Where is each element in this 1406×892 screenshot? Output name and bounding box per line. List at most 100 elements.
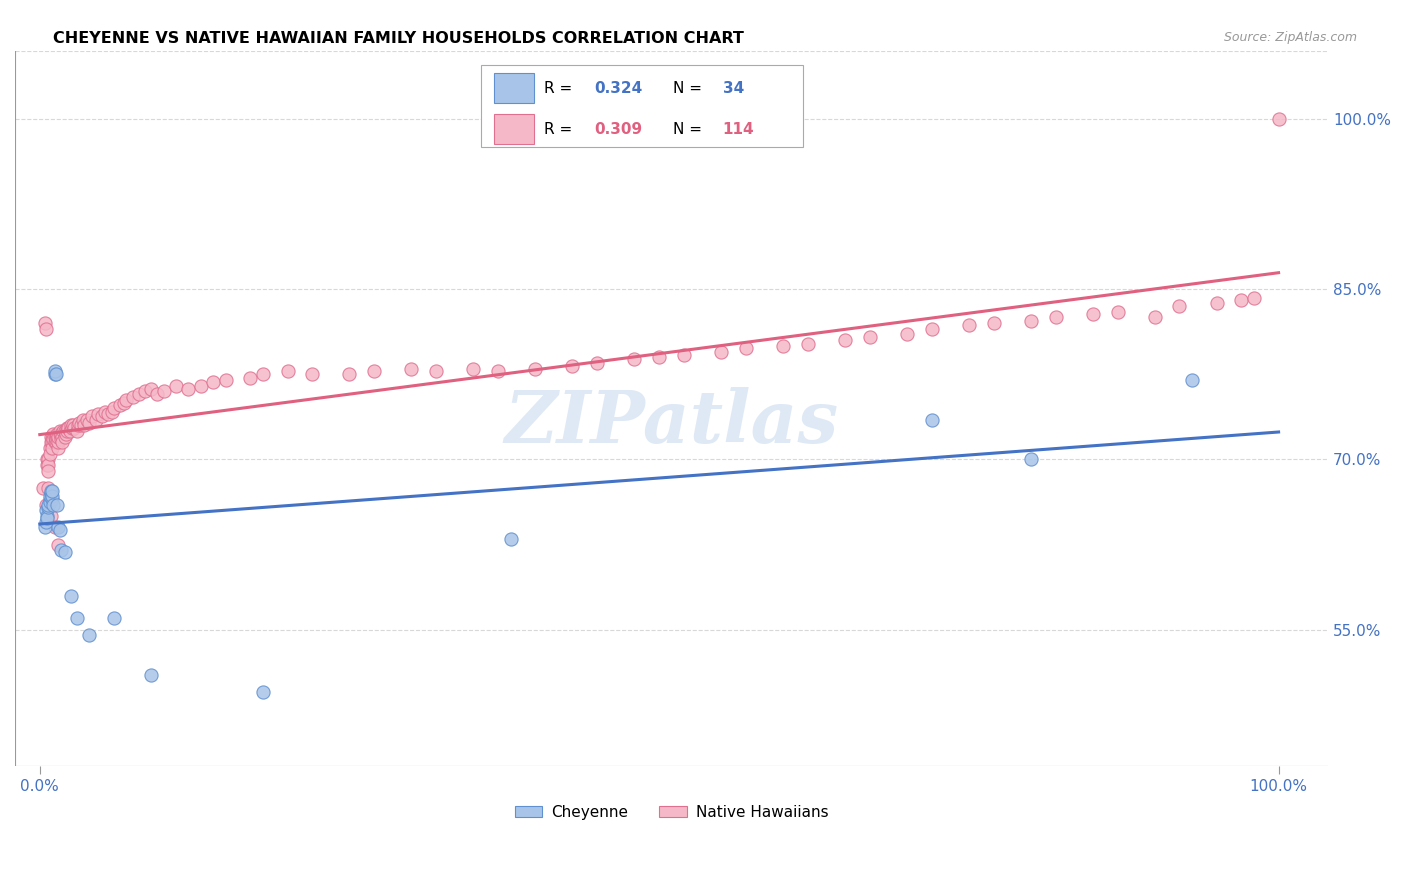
Point <box>586 356 609 370</box>
Point <box>79 628 101 642</box>
Point <box>53 430 76 444</box>
Point <box>67 418 90 433</box>
Point <box>39 486 62 500</box>
Point <box>41 489 63 503</box>
Point <box>38 492 60 507</box>
Point <box>110 398 132 412</box>
Point <box>103 401 125 416</box>
Point <box>53 545 76 559</box>
Point <box>486 364 509 378</box>
Point <box>52 424 75 438</box>
Point <box>202 375 225 389</box>
Text: N =: N = <box>673 80 707 95</box>
Point <box>84 412 107 426</box>
Point <box>66 611 89 625</box>
Point <box>59 418 82 433</box>
Point <box>59 589 82 603</box>
Point <box>46 427 69 442</box>
Point <box>56 424 79 438</box>
Point <box>834 333 856 347</box>
Point <box>859 330 882 344</box>
Point <box>48 430 70 444</box>
Point <box>51 435 73 450</box>
Point <box>90 409 112 424</box>
Point <box>921 412 943 426</box>
Point <box>499 532 522 546</box>
Point <box>1019 452 1042 467</box>
Point <box>190 378 212 392</box>
Point <box>44 368 66 382</box>
Text: CHEYENNE VS NATIVE HAWAIIAN FAMILY HOUSEHOLDS CORRELATION CHART: CHEYENNE VS NATIVE HAWAIIAN FAMILY HOUSE… <box>53 31 744 46</box>
Point <box>46 430 69 444</box>
Point <box>115 393 138 408</box>
Text: ZIPatlas: ZIPatlas <box>505 387 838 458</box>
Point <box>37 464 59 478</box>
Point <box>44 520 66 534</box>
Point <box>735 341 758 355</box>
Point <box>51 430 73 444</box>
Point <box>45 430 67 444</box>
Point <box>38 489 60 503</box>
Point <box>48 537 70 551</box>
Point <box>48 520 70 534</box>
Point <box>1168 299 1191 313</box>
Point <box>38 441 60 455</box>
Point <box>38 447 60 461</box>
Point <box>97 407 120 421</box>
Point <box>1143 310 1166 325</box>
Point <box>42 498 65 512</box>
Point <box>37 458 59 472</box>
Point <box>56 420 79 434</box>
Point <box>39 509 62 524</box>
Point <box>37 511 59 525</box>
Point <box>277 364 299 378</box>
Point <box>134 384 156 399</box>
Point <box>363 364 385 378</box>
Point <box>35 503 58 517</box>
Point <box>58 424 80 438</box>
Point <box>37 452 59 467</box>
Point <box>983 316 1005 330</box>
Point <box>41 432 63 446</box>
Point <box>1267 112 1289 126</box>
Point <box>34 316 56 330</box>
FancyBboxPatch shape <box>495 114 534 145</box>
Point <box>79 416 101 430</box>
Point <box>39 484 62 499</box>
Point <box>44 435 66 450</box>
Point <box>45 368 67 382</box>
Text: 34: 34 <box>723 80 744 95</box>
Point <box>53 424 76 438</box>
Text: Source: ZipAtlas.com: Source: ZipAtlas.com <box>1223 31 1357 45</box>
Point <box>73 418 96 433</box>
Text: R =: R = <box>544 121 578 136</box>
Point <box>48 441 70 455</box>
Point <box>301 368 323 382</box>
Point <box>44 364 66 378</box>
Point <box>710 344 733 359</box>
Point <box>37 458 59 472</box>
Point <box>41 484 63 499</box>
Point <box>128 386 150 401</box>
Text: 114: 114 <box>723 121 755 136</box>
Point <box>60 420 83 434</box>
Point <box>339 368 361 382</box>
Text: R =: R = <box>544 80 578 95</box>
Point <box>146 386 169 401</box>
Point <box>66 424 89 438</box>
Point <box>239 370 262 384</box>
Point <box>121 390 143 404</box>
Point <box>44 430 66 444</box>
Point <box>35 515 58 529</box>
Point <box>49 432 72 446</box>
Point <box>49 427 72 442</box>
Point <box>63 420 86 434</box>
Point <box>42 432 65 446</box>
Point <box>463 361 485 376</box>
Point <box>49 543 72 558</box>
Point <box>401 361 423 376</box>
Point <box>1107 305 1129 319</box>
Point <box>67 416 90 430</box>
Point <box>48 427 70 442</box>
Point <box>58 420 80 434</box>
